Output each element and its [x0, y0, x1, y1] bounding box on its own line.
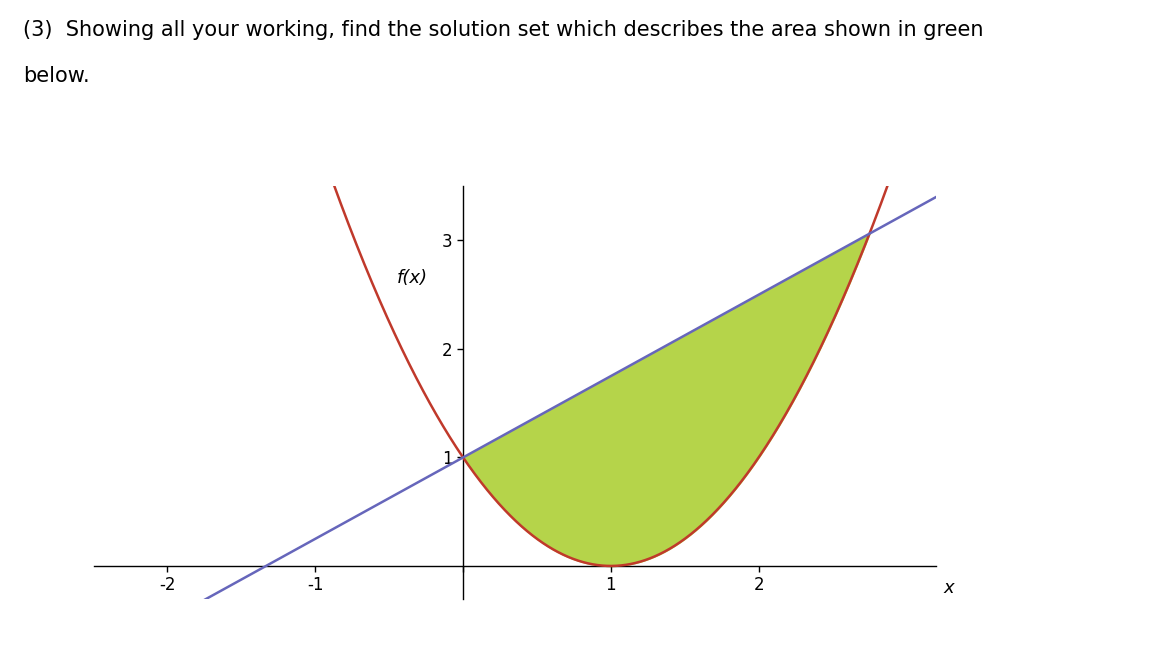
Text: f(x): f(x)	[397, 269, 427, 287]
Text: below.: below.	[23, 66, 90, 86]
Text: (3)  Showing all your working, find the solution set which describes the area sh: (3) Showing all your working, find the s…	[23, 20, 984, 40]
Text: x: x	[943, 579, 954, 597]
